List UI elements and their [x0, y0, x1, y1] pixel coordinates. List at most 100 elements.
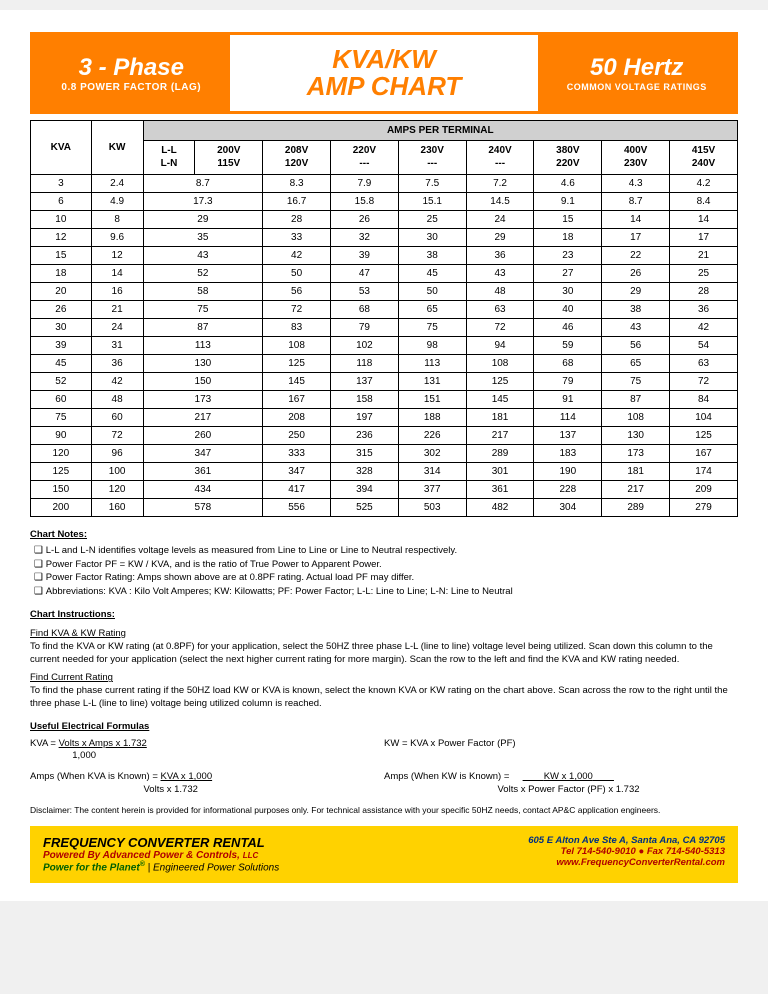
cell-kva: 26 [31, 301, 92, 319]
cell-amp: 58 [143, 283, 263, 301]
cell-kva: 20 [31, 283, 92, 301]
notes-section: Chart Notes: L-L and L-N identifies volt… [30, 529, 738, 816]
cell-amp: 15.8 [331, 193, 399, 211]
header-right-title: 50 Hertz [590, 54, 683, 82]
cell-amp: 65 [602, 355, 670, 373]
cell-amp: 56 [602, 337, 670, 355]
cell-amp: 7.5 [398, 175, 466, 193]
cell-amp: 23 [534, 247, 602, 265]
table-row: 15124342393836232221 [31, 247, 738, 265]
cell-amp: 28 [263, 211, 331, 229]
formula-amps-kw: Amps (When KW is Known) = KW x 1,000 Vol… [384, 771, 738, 797]
cell-amp: 314 [398, 463, 466, 481]
cell-amp: 27 [534, 265, 602, 283]
cell-kw: 36 [91, 355, 143, 373]
cell-amp: 38 [602, 301, 670, 319]
cell-amp: 15.1 [398, 193, 466, 211]
cell-amp: 29 [466, 229, 534, 247]
cell-kw: 100 [91, 463, 143, 481]
cell-kw: 8 [91, 211, 143, 229]
cell-amp: 35 [143, 229, 263, 247]
table-row: 5242150145137131125797572 [31, 373, 738, 391]
cell-amp: 65 [398, 301, 466, 319]
find-current-title: Find Current Rating [30, 672, 738, 685]
table-row: 129.63533323029181717 [31, 229, 738, 247]
f2l-label: Amps (When KVA is Known) = [30, 771, 158, 782]
cell-amp: 151 [398, 391, 466, 409]
cell-amp: 328 [331, 463, 399, 481]
f1-den: 1,000 [72, 750, 96, 761]
table-row: 39311131081029894595654 [31, 337, 738, 355]
cell-amp: 79 [534, 373, 602, 391]
cell-amp: 173 [602, 445, 670, 463]
f2l-num: KVA x 1,000 [161, 771, 213, 782]
cell-amp: 279 [670, 499, 738, 517]
col-voltage-6: 400V230V [602, 141, 670, 175]
cell-amp: 36 [670, 301, 738, 319]
chart-note-item: L-L and L-N identifies voltage levels as… [34, 544, 738, 558]
cell-kva: 200 [31, 499, 92, 517]
amps-per-terminal-header: AMPS PER TERMINAL [143, 121, 737, 141]
f1-num: Volts x Amps x 1.732 [59, 738, 147, 749]
header-center: KVA/KW AMP CHART [230, 35, 539, 111]
cell-amp: 8.7 [602, 193, 670, 211]
col-voltage-7: 415V240V [670, 141, 738, 175]
cell-amp: 173 [143, 391, 263, 409]
cell-kva: 90 [31, 427, 92, 445]
cell-amp: 16.7 [263, 193, 331, 211]
cell-amp: 145 [263, 373, 331, 391]
header-center-line1: KVA/KW [332, 46, 436, 73]
footer-right: 605 E Alton Ave Ste A, Santa Ana, CA 927… [528, 835, 725, 873]
cell-amp: 87 [143, 319, 263, 337]
cell-amp: 24 [466, 211, 534, 229]
formula-amps-kva: Amps (When KVA is Known) = KVA x 1,000 V… [30, 771, 384, 797]
cell-amp: 482 [466, 499, 534, 517]
cell-kw: 16 [91, 283, 143, 301]
cell-amp: 14.5 [466, 193, 534, 211]
table-row: 4536130125118113108686563 [31, 355, 738, 373]
cell-amp: 42 [670, 319, 738, 337]
cell-amp: 32 [331, 229, 399, 247]
cell-amp: 301 [466, 463, 534, 481]
cell-amp: 54 [670, 337, 738, 355]
cell-amp: 197 [331, 409, 399, 427]
cell-amp: 167 [670, 445, 738, 463]
cell-amp: 14 [602, 211, 670, 229]
cell-amp: 289 [602, 499, 670, 517]
cell-amp: 25 [398, 211, 466, 229]
col-ll-ln: L-LL-N [143, 141, 195, 175]
cell-amp: 7.2 [466, 175, 534, 193]
cell-kva: 18 [31, 265, 92, 283]
cell-amp: 125 [466, 373, 534, 391]
cell-amp: 145 [466, 391, 534, 409]
col-voltage-2: 220V--- [331, 141, 399, 175]
cell-amp: 108 [602, 409, 670, 427]
cell-amp: 183 [534, 445, 602, 463]
header-band: 3 - Phase 0.8 POWER FACTOR (LAG) KVA/KW … [30, 32, 738, 114]
footer-address: 605 E Alton Ave Ste A, Santa Ana, CA 927… [528, 835, 725, 846]
cell-amp: 104 [670, 409, 738, 427]
cell-kw: 48 [91, 391, 143, 409]
cell-kw: 12 [91, 247, 143, 265]
footer-tagline: Power for the Planet® | Engineered Power… [43, 861, 279, 873]
cell-amp: 114 [534, 409, 602, 427]
find-kva-body: To find the KVA or KW rating (at 0.8PF) … [30, 641, 738, 667]
cell-kva: 10 [31, 211, 92, 229]
cell-amp: 43 [143, 247, 263, 265]
cell-amp: 91 [534, 391, 602, 409]
cell-amp: 53 [331, 283, 399, 301]
cell-amp: 260 [143, 427, 263, 445]
cell-kva: 15 [31, 247, 92, 265]
cell-amp: 14 [670, 211, 738, 229]
cell-amp: 72 [670, 373, 738, 391]
cell-amp: 250 [263, 427, 331, 445]
cell-kw: 2.4 [91, 175, 143, 193]
cell-amp: 29 [602, 283, 670, 301]
cell-amp: 87 [602, 391, 670, 409]
formula-row-2: Amps (When KVA is Known) = KVA x 1,000 V… [30, 771, 738, 797]
f1-label: KVA = [30, 738, 56, 749]
col-voltage-3: 230V--- [398, 141, 466, 175]
col-voltage-0: 200V115V [195, 141, 263, 175]
cell-amp: 36 [466, 247, 534, 265]
cell-amp: 108 [466, 355, 534, 373]
